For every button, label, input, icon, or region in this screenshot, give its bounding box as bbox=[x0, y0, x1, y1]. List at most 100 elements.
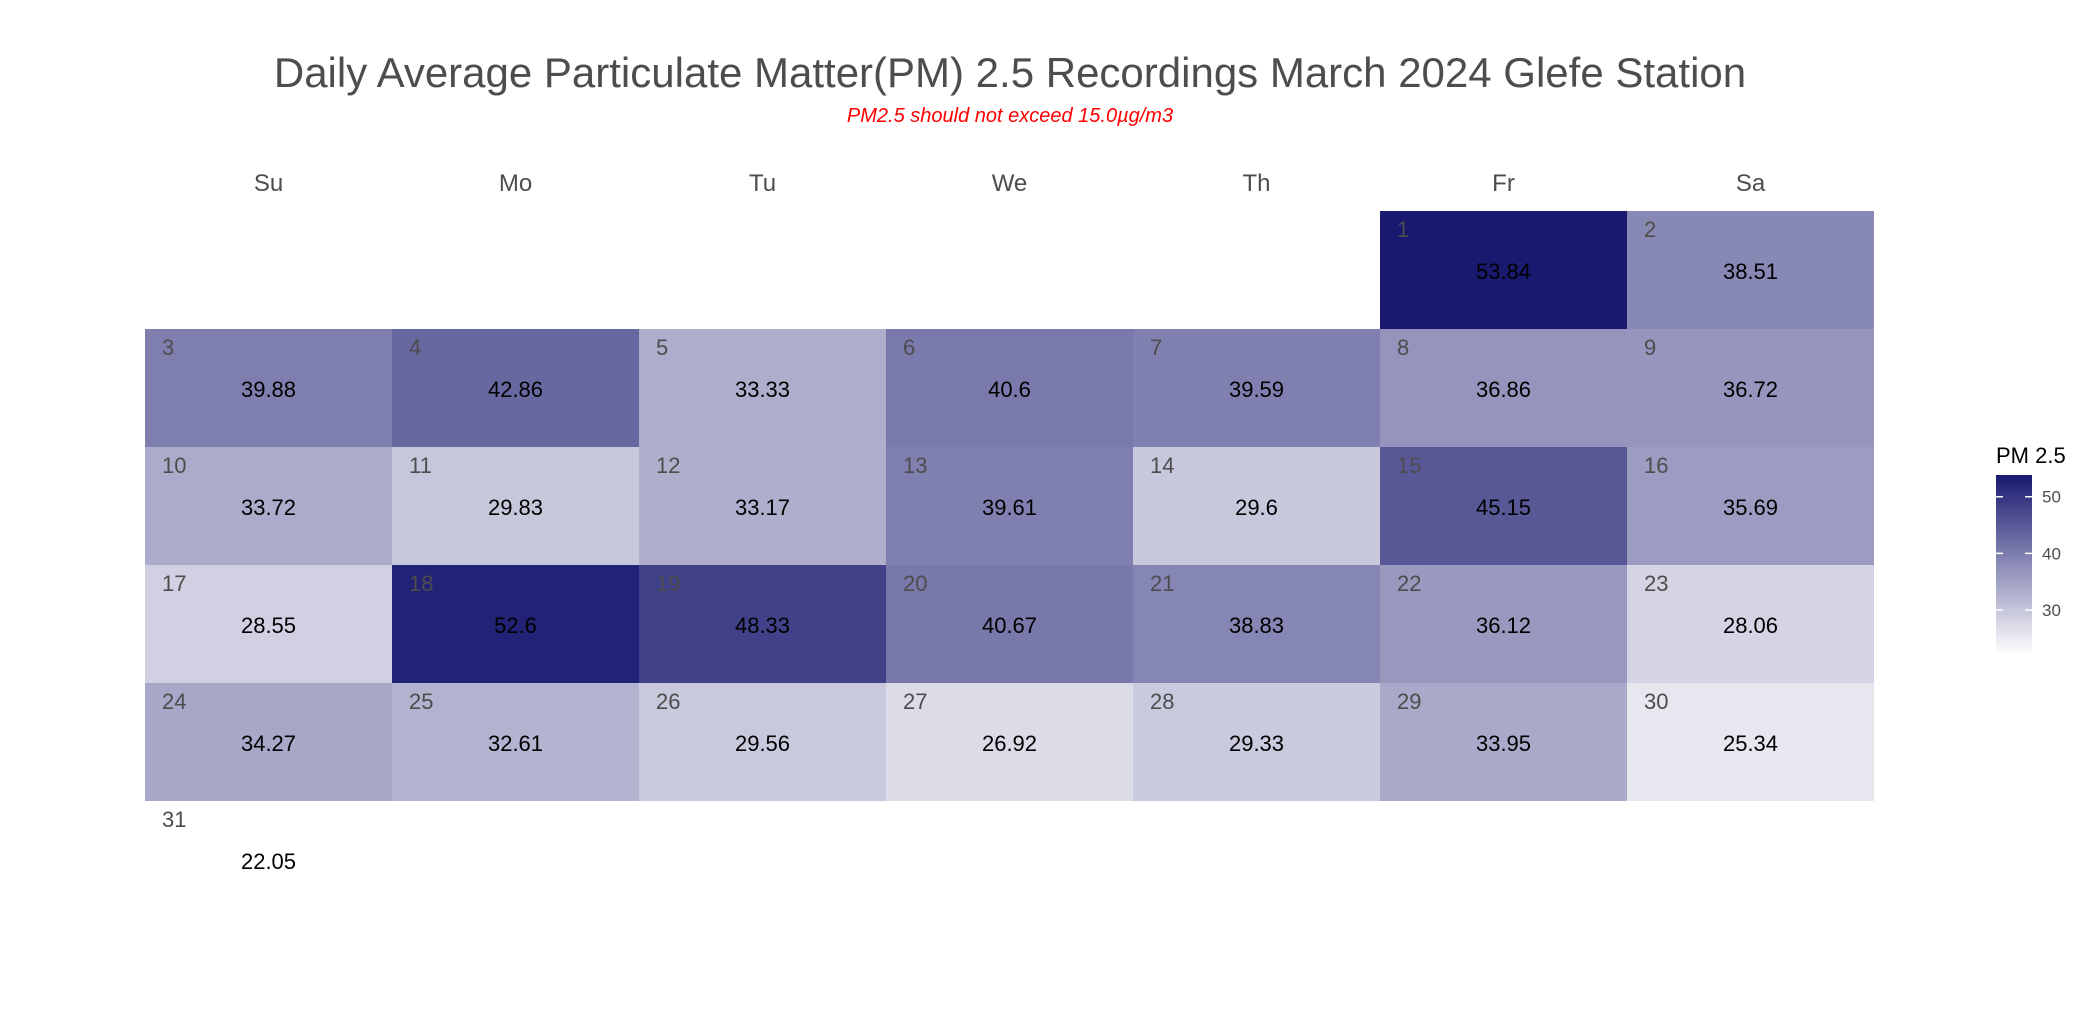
day-number: 24 bbox=[162, 689, 186, 714]
calendar-cell-2: 238.51 bbox=[1627, 211, 1874, 329]
day-number: 28 bbox=[1150, 689, 1174, 714]
calendar-cell-6: 640.6 bbox=[886, 329, 1133, 447]
cell-rect bbox=[1380, 329, 1627, 447]
day-number: 31 bbox=[162, 807, 186, 832]
legend-title: PM 2.5 bbox=[1996, 443, 2066, 468]
day-value: 29.83 bbox=[488, 495, 543, 520]
day-number: 18 bbox=[409, 571, 433, 596]
day-number: 21 bbox=[1150, 571, 1174, 596]
calendar-cell-14: 14 29.6 bbox=[1133, 447, 1380, 565]
day-value: 29.56 bbox=[735, 731, 790, 756]
day-number: 12 bbox=[656, 453, 680, 478]
cell-rect bbox=[1133, 565, 1380, 683]
cell-rect bbox=[639, 329, 886, 447]
day-value: 33.72 bbox=[241, 495, 296, 520]
day-number: 4 bbox=[409, 335, 421, 360]
calendar-cell-27: 27 26.92 bbox=[886, 683, 1133, 801]
calendar-cell-31: 31 22.05 bbox=[145, 801, 392, 919]
day-number: 8 bbox=[1397, 335, 1409, 360]
day-value: 36.86 bbox=[1476, 377, 1531, 402]
day-number: 26 bbox=[656, 689, 680, 714]
day-number: 29 bbox=[1397, 689, 1421, 714]
day-number: 14 bbox=[1150, 453, 1174, 478]
legend-colorbar bbox=[1996, 475, 2032, 655]
calendar-cell-21: 21 38.83 bbox=[1133, 565, 1380, 683]
cell-rect bbox=[145, 329, 392, 447]
calendar-cell-18: 18 52.6 bbox=[392, 565, 639, 683]
calendar-cell-29: 29 33.95 bbox=[1380, 683, 1627, 801]
day-value: 33.33 bbox=[735, 377, 790, 402]
day-value: 28.55 bbox=[241, 613, 296, 638]
calendar-cell-13: 13 39.61 bbox=[886, 447, 1133, 565]
day-number: 22 bbox=[1397, 571, 1421, 596]
day-value: 32.61 bbox=[488, 731, 543, 756]
day-value: 36.12 bbox=[1476, 613, 1531, 638]
cell-rect bbox=[145, 683, 392, 801]
day-number: 17 bbox=[162, 571, 186, 596]
day-value: 29.33 bbox=[1229, 731, 1284, 756]
day-value: 33.95 bbox=[1476, 731, 1531, 756]
calendar-cell-23: 23 28.06 bbox=[1627, 565, 1874, 683]
day-number: 20 bbox=[903, 571, 927, 596]
day-value: 52.6 bbox=[494, 613, 537, 638]
day-value: 40.6 bbox=[988, 377, 1031, 402]
cell-rect bbox=[886, 329, 1133, 447]
cell-rect bbox=[1627, 683, 1874, 801]
cell-rect bbox=[1380, 565, 1627, 683]
cell-rect bbox=[145, 447, 392, 565]
cell-rect bbox=[1133, 683, 1380, 801]
weekday-label-su: Su bbox=[254, 170, 283, 197]
calendar-cell-15: 15 45.15 bbox=[1380, 447, 1627, 565]
day-number: 6 bbox=[903, 335, 915, 360]
weekday-label-fr: Fr bbox=[1492, 170, 1515, 197]
cell-rect bbox=[1627, 565, 1874, 683]
cell-rect bbox=[1627, 211, 1874, 329]
day-value: 48.33 bbox=[735, 613, 790, 638]
day-number: 9 bbox=[1644, 335, 1656, 360]
day-value: 29.6 bbox=[1235, 495, 1278, 520]
cell-rect bbox=[886, 565, 1133, 683]
cell-rect bbox=[392, 447, 639, 565]
day-number: 7 bbox=[1150, 335, 1162, 360]
day-number: 25 bbox=[409, 689, 433, 714]
cell-rect bbox=[392, 565, 639, 683]
day-value: 26.92 bbox=[982, 731, 1037, 756]
calendar-cell-30: 30 25.34 bbox=[1627, 683, 1874, 801]
legend-ticks: 30 40 50 bbox=[1996, 488, 2061, 620]
day-value: 36.72 bbox=[1723, 377, 1778, 402]
chart-subtitle: PM2.5 should not exceed 15.0µg/m3 bbox=[847, 105, 1173, 127]
cell-rect bbox=[1627, 329, 1874, 447]
cell-rect bbox=[1627, 447, 1874, 565]
day-number: 23 bbox=[1644, 571, 1668, 596]
cell-rect bbox=[145, 801, 392, 919]
day-number: 11 bbox=[409, 453, 432, 478]
calendar-cell-22: 22 36.12 bbox=[1380, 565, 1627, 683]
day-value: 28.06 bbox=[1723, 613, 1778, 638]
calendar-cell-28: 28 29.33 bbox=[1133, 683, 1380, 801]
calendar-cell-1: 153.84 bbox=[1380, 211, 1627, 329]
calendar-cell-10: 10 33.72 bbox=[145, 447, 392, 565]
legend-tick-label: 30 bbox=[2042, 601, 2061, 620]
cell-rect bbox=[639, 565, 886, 683]
day-value: 38.83 bbox=[1229, 613, 1284, 638]
calendar-cell-4: 442.86 bbox=[392, 329, 639, 447]
calendar-cells: 153.84238.51339.88442.86533.33640.6739.5… bbox=[145, 211, 1874, 919]
day-value: 35.69 bbox=[1723, 495, 1778, 520]
calendar-cell-25: 25 32.61 bbox=[392, 683, 639, 801]
day-number: 27 bbox=[903, 689, 927, 714]
day-number: 10 bbox=[162, 453, 186, 478]
cell-rect bbox=[639, 447, 886, 565]
cell-rect bbox=[1133, 329, 1380, 447]
calendar-cell-5: 533.33 bbox=[639, 329, 886, 447]
calendar-cell-20: 20 40.67 bbox=[886, 565, 1133, 683]
day-value: 39.61 bbox=[982, 495, 1037, 520]
calendar-cell-19: 19 48.33 bbox=[639, 565, 886, 683]
day-number: 3 bbox=[162, 335, 174, 360]
calendar-cell-7: 739.59 bbox=[1133, 329, 1380, 447]
day-value: 39.59 bbox=[1229, 377, 1284, 402]
weekday-label-th: Th bbox=[1242, 170, 1270, 197]
calendar-cell-24: 24 34.27 bbox=[145, 683, 392, 801]
cell-rect bbox=[145, 565, 392, 683]
